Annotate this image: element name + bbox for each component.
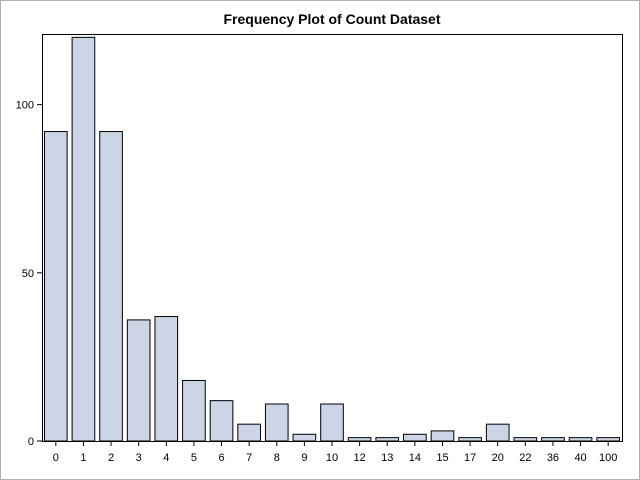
bar-15 — [430, 430, 455, 442]
bar-12 — [347, 437, 372, 442]
x-tick-label: 0 — [53, 452, 59, 464]
x-tick-label: 7 — [246, 452, 252, 464]
x-tick-label: 100 — [599, 452, 617, 464]
x-tick-label: 17 — [464, 452, 476, 464]
x-tick-label: 4 — [163, 452, 169, 464]
y-tick-label: 0 — [28, 436, 34, 448]
bar-8 — [264, 403, 289, 442]
x-tick-label: 9 — [301, 452, 307, 464]
bar-7 — [237, 423, 261, 442]
bar-3 — [126, 319, 151, 442]
x-tick-label: 10 — [326, 452, 338, 464]
x-tick-label: 22 — [519, 452, 531, 464]
bar-36 — [541, 437, 565, 442]
x-tick-label: 2 — [108, 452, 114, 464]
bar-4 — [154, 316, 179, 442]
bar-6 — [209, 400, 234, 442]
x-tick-label: 8 — [274, 452, 280, 464]
bar-40 — [568, 437, 593, 442]
x-tick-label: 14 — [409, 452, 421, 464]
x-tick-label: 6 — [218, 452, 224, 464]
x-tick-label: 3 — [136, 452, 142, 464]
bar-0 — [43, 131, 68, 442]
bar-17 — [458, 437, 482, 442]
bar-20 — [485, 423, 510, 442]
y-tick-label: 100 — [16, 100, 34, 112]
x-tick-label: 36 — [547, 452, 559, 464]
x-tick-label: 5 — [191, 452, 197, 464]
bar-2 — [99, 131, 123, 442]
x-tick-label: 12 — [353, 452, 365, 464]
bar-10 — [320, 403, 344, 442]
y-tick-label: 50 — [22, 268, 34, 280]
x-tick-label: 40 — [574, 452, 586, 464]
bar-9 — [292, 433, 317, 442]
x-tick-label: 13 — [381, 452, 393, 464]
x-tick-label: 20 — [492, 452, 504, 464]
x-tick-label: 1 — [80, 452, 86, 464]
chart-title: Frequency Plot of Count Dataset — [223, 11, 440, 27]
x-tick-label: 15 — [436, 452, 448, 464]
bar-5 — [182, 379, 206, 442]
bar-1 — [71, 36, 96, 442]
bar-22 — [513, 437, 538, 442]
bar-13 — [375, 437, 400, 442]
bar-14 — [403, 433, 427, 442]
bar-100 — [596, 437, 621, 442]
